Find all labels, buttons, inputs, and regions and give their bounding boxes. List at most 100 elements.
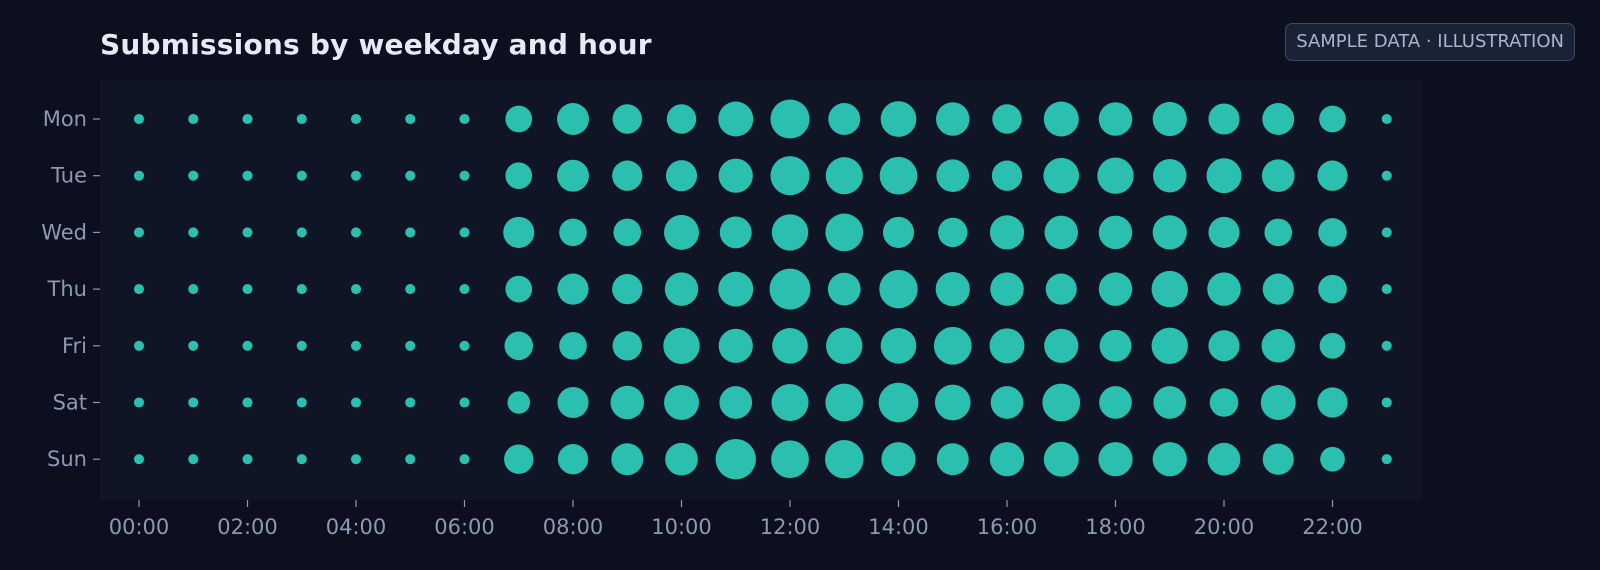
dot-sun-18 (1098, 442, 1133, 477)
y-tick-label-thu: Thu (47, 277, 87, 301)
dot-tue-15 (936, 159, 970, 193)
dot-fri-2 (242, 340, 253, 351)
dot-fri-8 (559, 331, 587, 360)
dot-sat-16 (990, 386, 1024, 419)
dot-thu-9 (612, 273, 643, 305)
dot-fri-20 (1208, 330, 1240, 362)
dot-thu-21 (1262, 273, 1294, 305)
dot-fri-14 (880, 327, 917, 364)
dot-sun-8 (557, 444, 589, 475)
dot-sat-0 (133, 397, 145, 408)
dot-sat-13 (825, 383, 864, 422)
dot-fri-5 (405, 340, 416, 351)
dot-sat-11 (719, 386, 753, 419)
dot-tue-7 (505, 162, 533, 190)
x-tick-label-1400: 14:00 (868, 515, 929, 539)
y-tick-label-wed: Wed (41, 220, 87, 244)
dot-sat-19 (1153, 386, 1187, 419)
dot-thu-8 (557, 273, 589, 305)
chart-title: Submissions by weekday and hour (100, 28, 652, 61)
dot-wed-18 (1098, 215, 1133, 250)
dot-thu-1 (188, 284, 199, 295)
dot-wed-23 (1381, 227, 1392, 238)
dot-tue-3 (296, 170, 307, 181)
dot-wed-20 (1208, 216, 1240, 248)
dot-fri-10 (663, 327, 700, 364)
dot-thu-22 (1318, 274, 1347, 304)
dot-sat-22 (1317, 387, 1348, 418)
dot-mon-19 (1152, 101, 1187, 137)
dot-wed-4 (350, 227, 362, 238)
dot-fri-7 (504, 331, 534, 361)
dot-thu-14 (879, 269, 918, 309)
dot-thu-12 (769, 268, 811, 310)
dot-tue-5 (405, 170, 416, 181)
dot-tue-1 (188, 170, 199, 181)
dot-tue-2 (242, 170, 253, 181)
dot-thu-19 (1151, 270, 1188, 308)
y-tick-label-mon: Mon (43, 107, 87, 131)
dot-thu-2 (242, 284, 253, 295)
dot-sat-10 (664, 385, 699, 420)
dot-mon-12 (770, 99, 810, 139)
dot-fri-4 (350, 340, 362, 351)
dot-sun-6 (459, 454, 470, 465)
dot-wed-16 (989, 215, 1025, 250)
dot-sun-13 (825, 439, 864, 479)
dot-thu-10 (664, 272, 699, 306)
y-tick-label-fri: Fri (62, 334, 87, 358)
dot-thu-15 (935, 271, 970, 307)
dot-tue-0 (133, 170, 145, 181)
dot-tue-18 (1097, 157, 1134, 194)
dot-sat-23 (1381, 397, 1392, 408)
y-tick-label-tue: Tue (50, 164, 87, 188)
dot-mon-23 (1381, 113, 1392, 125)
dot-sun-2 (242, 454, 253, 465)
dot-mon-18 (1098, 102, 1133, 136)
dot-sun-19 (1152, 442, 1187, 477)
dot-sat-6 (459, 397, 470, 408)
dot-mon-13 (828, 103, 861, 135)
dot-sun-20 (1207, 442, 1241, 476)
dot-thu-17 (1045, 273, 1077, 305)
dot-sat-15 (934, 384, 971, 421)
dot-sun-5 (405, 454, 416, 465)
dot-wed-21 (1264, 218, 1293, 247)
dot-thu-3 (296, 284, 307, 295)
dot-wed-10 (664, 214, 699, 250)
dot-thu-7 (505, 275, 533, 303)
dot-tue-10 (665, 160, 698, 192)
dot-sun-9 (611, 443, 644, 476)
dot-tue-13 (825, 157, 863, 195)
dot-fri-6 (459, 340, 470, 351)
dot-wed-17 (1044, 215, 1078, 250)
dot-fri-15 (933, 326, 972, 365)
dot-sun-11 (715, 439, 756, 480)
x-tick-label-0800: 08:00 (543, 515, 604, 539)
dot-mon-2 (242, 113, 253, 125)
dot-thu-23 (1381, 284, 1392, 295)
dot-thu-11 (718, 271, 754, 307)
dot-mon-7 (505, 105, 533, 133)
dot-tue-19 (1153, 158, 1187, 193)
x-axis: 00:00 02:00 04:00 06:00 08:00 10:00 12:00 14:00… (109, 500, 1363, 539)
dot-mon-14 (880, 101, 917, 137)
dot-mon-8 (557, 103, 589, 135)
dot-mon-6 (459, 113, 470, 125)
dot-thu-5 (405, 284, 416, 295)
dot-thu-0 (133, 284, 145, 295)
dot-sat-20 (1209, 388, 1239, 417)
dot-tue-22 (1317, 160, 1348, 191)
dot-tue-6 (459, 170, 470, 181)
dot-sun-7 (504, 444, 534, 474)
dot-wed-13 (825, 213, 864, 252)
dot-wed-0 (133, 227, 145, 238)
plot-area (100, 80, 1422, 500)
dot-wed-9 (613, 218, 642, 247)
dot-wed-14 (882, 216, 915, 248)
x-tick-label-1600: 16:00 (977, 515, 1038, 539)
data-points (133, 99, 1392, 480)
dot-tue-11 (718, 158, 753, 193)
dot-fri-13 (826, 327, 863, 364)
